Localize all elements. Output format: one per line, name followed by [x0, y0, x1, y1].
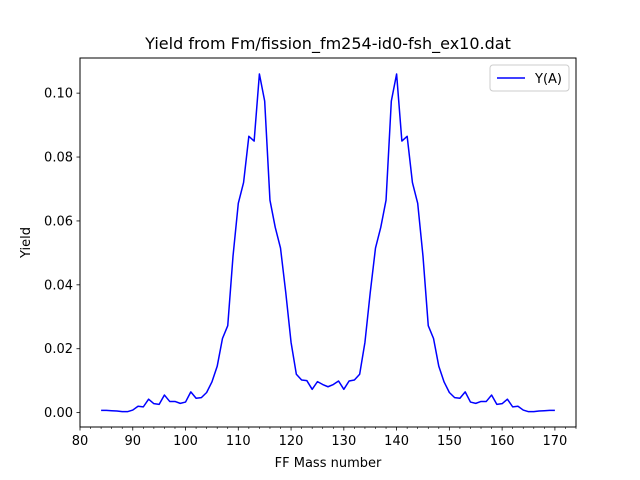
- y-tick-label: 0.00: [44, 406, 73, 421]
- legend: Y(A): [489, 64, 570, 92]
- y-axis-ticks: 0.00 0.02 0.04 0.06 0.08 0.10: [44, 87, 80, 421]
- x-tick-label: 160: [490, 434, 515, 449]
- chart-title: Yield from Fm/fission_fm254-id0-fsh_ex10…: [144, 34, 511, 54]
- x-tick-label: 140: [384, 434, 409, 449]
- y-tick-label: 0.04: [44, 278, 73, 293]
- x-tick-label: 80: [72, 434, 89, 449]
- legend-entry-label: Y(A): [534, 72, 562, 87]
- x-tick-label: 110: [226, 434, 251, 449]
- x-tick-label: 150: [437, 434, 462, 449]
- x-tick-label: 100: [173, 434, 198, 449]
- plot-area: [80, 58, 576, 427]
- x-tick-label: 90: [124, 434, 141, 449]
- x-tick-label: 120: [279, 434, 304, 449]
- y-tick-label: 0.08: [44, 151, 73, 166]
- x-tick-label: 170: [542, 434, 567, 449]
- x-axis-label: FF Mass number: [275, 456, 382, 471]
- x-tick-label: 130: [331, 434, 356, 449]
- series-layer: [101, 73, 555, 413]
- y-axis-label: Yield: [19, 227, 34, 259]
- legend-box: [489, 64, 570, 92]
- series-line-yield: [101, 73, 555, 413]
- y-tick-label: 0.06: [44, 214, 73, 229]
- x-axis-ticks: 80 90 100 110 120 130 140 150 160 170: [72, 427, 567, 449]
- y-tick-label: 0.02: [44, 342, 73, 357]
- plot-frame: [79, 57, 577, 428]
- y-tick-label: 0.10: [44, 87, 73, 102]
